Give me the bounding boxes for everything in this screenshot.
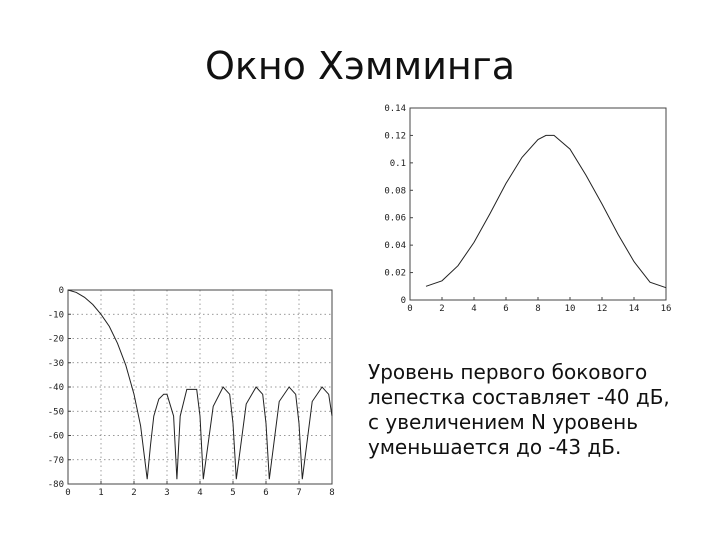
description-text: Уровень первого бокового лепестка состав… <box>368 360 688 460</box>
plot-frame <box>409 107 667 301</box>
y-tick-label: 0.08 <box>384 186 406 196</box>
y-tick-label: -40 <box>48 383 64 393</box>
description-line: лепестка составляет -40 дБ, <box>368 385 670 409</box>
x-tick-label: 7 <box>296 488 301 498</box>
x-tick-label: 4 <box>471 304 476 314</box>
y-tick-label: 0.02 <box>384 269 406 279</box>
x-tick-label: 1 <box>98 488 103 498</box>
series-line <box>67 289 333 480</box>
x-tick-label: 16 <box>661 304 672 314</box>
x-tick-label: 0 <box>407 304 412 314</box>
description-line: уменьшается до -43 дБ. <box>368 435 622 459</box>
x-tick-label: 0 <box>65 488 70 498</box>
x-tick-label: 6 <box>263 488 268 498</box>
x-tick-label: 4 <box>197 488 202 498</box>
y-tick-label: 0.06 <box>384 214 406 224</box>
y-tick-label: -10 <box>48 310 64 320</box>
y-tick-label: -80 <box>48 480 64 490</box>
y-tick-label: -50 <box>48 407 64 417</box>
x-tick-label: 5 <box>230 488 235 498</box>
description-line: с увеличением N уровень <box>368 410 639 434</box>
x-tick-label: 2 <box>439 304 444 314</box>
slide-title: Окно Хэмминга <box>204 44 516 88</box>
y-tick-label: 0 <box>401 296 406 306</box>
x-tick-label: 8 <box>329 488 334 498</box>
y-tick-label: 0 <box>59 286 64 296</box>
series-line <box>425 134 667 289</box>
x-tick-label: 3 <box>164 488 169 498</box>
spectrum-chart: 0 1 2 3 4 5 6 7 8 0 -10 -20 -30 -40 -50 -60 -70 -80 <box>48 286 335 498</box>
description-line: Уровень первого бокового <box>368 360 648 384</box>
y-tick-label: -60 <box>48 432 64 442</box>
x-tick-label: 6 <box>503 304 508 314</box>
x-tick-label: 14 <box>629 304 640 314</box>
y-tick-label: -20 <box>48 335 64 345</box>
y-tick-label: -70 <box>48 456 64 466</box>
x-tick-label: 8 <box>535 304 540 314</box>
x-tick-label: 2 <box>131 488 136 498</box>
x-tick-label: 10 <box>565 304 576 314</box>
y-tick-label: 0.12 <box>384 131 406 141</box>
y-tick-label: 0.04 <box>384 241 406 251</box>
y-tick-label: 0.1 <box>390 159 406 169</box>
y-tick-label: 0.14 <box>384 104 406 114</box>
y-tick-label: -30 <box>48 359 64 369</box>
x-tick-label: 12 <box>597 304 608 314</box>
hamming-window-chart: 0 2 4 6 8 10 12 14 16 0 0.02 0.04 0.06 0.08 0.1 0.12 0.1… <box>384 104 672 314</box>
